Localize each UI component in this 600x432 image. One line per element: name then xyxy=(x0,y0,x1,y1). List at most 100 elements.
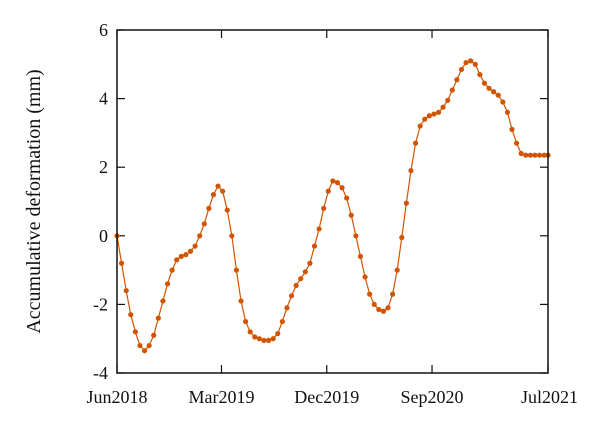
data-point xyxy=(399,234,405,241)
data-point xyxy=(215,183,221,189)
data-point xyxy=(316,226,322,232)
data-point xyxy=(357,253,364,259)
y-tick-label: 4 xyxy=(99,89,108,109)
data-point xyxy=(435,109,442,115)
data-point xyxy=(412,140,419,146)
data-point xyxy=(390,291,396,297)
data-point xyxy=(403,200,409,206)
data-point xyxy=(302,269,308,275)
data-point xyxy=(509,126,515,133)
data-point xyxy=(504,109,511,115)
data-point xyxy=(252,334,258,340)
data-point xyxy=(371,301,377,307)
data-point xyxy=(293,282,299,289)
data-point xyxy=(518,150,524,157)
data-point xyxy=(137,342,143,349)
data-point xyxy=(468,58,474,64)
y-tick-label: 6 xyxy=(99,20,108,40)
data-point xyxy=(445,97,451,103)
data-point xyxy=(321,205,327,211)
data-point xyxy=(385,305,391,311)
data-point xyxy=(279,318,285,325)
data-point xyxy=(224,207,230,213)
data-point xyxy=(141,348,148,354)
y-tick-label: -2 xyxy=(93,294,108,314)
data-point xyxy=(201,221,207,227)
data-point xyxy=(123,288,129,294)
data-point xyxy=(426,113,432,119)
x-tick-label: Dec2019 xyxy=(294,387,359,407)
data-point xyxy=(330,178,336,184)
data-point xyxy=(495,92,501,98)
data-point xyxy=(477,71,483,78)
data-point xyxy=(192,243,198,249)
data-point xyxy=(500,99,506,105)
data-point xyxy=(210,192,217,198)
data-point xyxy=(132,329,138,335)
data-point xyxy=(118,260,125,266)
data-point xyxy=(229,233,235,239)
data-point xyxy=(481,80,488,86)
data-point xyxy=(270,336,276,342)
data-point xyxy=(536,152,543,158)
labels-layer: 6 4 2 0 -2 -4 Jun2018 Mar2019 Dec2019 Sep2020 Jul2… xyxy=(86,20,578,407)
data-point xyxy=(348,212,354,218)
plot-frame xyxy=(116,29,549,374)
data-point xyxy=(164,281,171,287)
data-point xyxy=(353,233,359,239)
data-point xyxy=(155,315,161,321)
data-point xyxy=(376,306,382,313)
data-point xyxy=(440,104,446,110)
y-tick-label: -4 xyxy=(93,363,108,383)
data-point xyxy=(367,291,373,297)
data-point xyxy=(532,152,538,158)
data-point xyxy=(463,59,469,66)
x-tick-label: Jun2018 xyxy=(86,387,147,407)
data-point xyxy=(146,342,152,349)
series-line xyxy=(116,60,548,352)
data-point xyxy=(454,77,460,83)
data-point xyxy=(486,85,492,91)
data-point xyxy=(256,336,262,342)
data-point xyxy=(169,267,175,273)
data-point xyxy=(339,185,345,191)
data-point xyxy=(288,293,295,299)
data-point xyxy=(220,188,226,194)
x-tick-label: Jul2021 xyxy=(521,387,578,407)
data-point xyxy=(233,267,240,273)
data-point xyxy=(472,61,478,67)
data-point xyxy=(183,252,189,258)
data-point xyxy=(238,298,244,304)
data-point xyxy=(298,276,304,282)
data-point xyxy=(265,337,272,344)
data-point xyxy=(311,243,318,249)
data-point xyxy=(284,305,290,311)
data-point xyxy=(431,111,437,117)
data-point xyxy=(408,168,414,174)
data-point xyxy=(174,257,180,263)
data-point xyxy=(206,205,212,211)
data-point xyxy=(417,123,423,129)
y-tick-label: 0 xyxy=(99,226,108,246)
series-layer xyxy=(114,58,551,354)
data-point xyxy=(449,87,455,93)
data-point xyxy=(527,152,533,158)
data-point xyxy=(334,180,341,186)
data-point xyxy=(275,330,281,337)
data-point xyxy=(344,195,350,201)
data-point xyxy=(307,260,313,266)
data-point xyxy=(491,89,497,95)
data-point xyxy=(394,267,400,273)
data-point xyxy=(261,337,267,344)
data-point xyxy=(197,233,203,239)
data-point xyxy=(325,188,331,194)
data-point xyxy=(541,152,547,158)
data-point xyxy=(458,66,465,73)
y-tick-label: 2 xyxy=(99,157,108,177)
data-point xyxy=(247,329,253,335)
data-point xyxy=(178,253,184,259)
data-point xyxy=(380,308,387,314)
data-point xyxy=(523,152,529,158)
